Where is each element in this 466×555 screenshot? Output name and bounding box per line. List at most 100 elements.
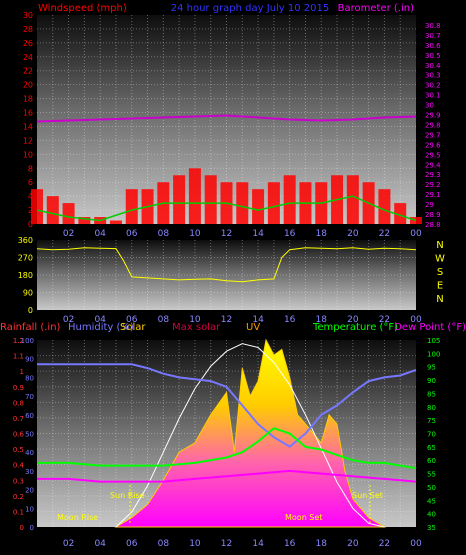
direction-tick: 0: [28, 306, 33, 315]
direction-ticks: 360 270 180 90 0: [18, 236, 33, 315]
panel3-x-ticks: 02 04 06 08 10 12 14 16 18 20 22 00: [63, 539, 422, 549]
wind-direction-line: [36, 247, 417, 283]
barometer-tick: 29: [425, 201, 434, 209]
compass-label: W: [435, 254, 445, 265]
x-tick-label: 14: [252, 539, 264, 549]
barometer-tick: 30.5: [425, 52, 441, 60]
barometer-tick: 29.8: [425, 121, 441, 129]
windspeed-tick: 10: [23, 150, 33, 159]
x-tick-label: 04: [94, 229, 106, 239]
x-tick-label: 06: [126, 315, 138, 325]
windspeed-tick: 4: [28, 192, 33, 201]
direction-tick: 180: [18, 271, 33, 280]
compass-label: S: [437, 267, 443, 278]
barometer-tick: 29.7: [425, 131, 441, 139]
humidity-tick: 30: [25, 468, 34, 476]
panel1-title: 24 hour graph day July 10 2015: [171, 3, 330, 14]
barometer-tick: 30: [425, 102, 434, 110]
panel2-series: [36, 247, 417, 283]
wind-gust-line: [36, 195, 417, 222]
rainfall-tick: 0: [20, 524, 24, 532]
rainfall-tick: 0.5: [13, 446, 24, 454]
barometer-tick: 30.6: [425, 42, 441, 50]
windspeed-tick: 24: [23, 53, 33, 62]
temperature-tick: 95: [427, 364, 436, 372]
windspeed-tick: 12: [23, 136, 33, 145]
barometer-tick: 29.1: [425, 191, 441, 199]
x-tick-label: 22: [379, 315, 390, 325]
x-tick-label: 10: [189, 229, 201, 239]
windspeed-bar: [252, 189, 265, 224]
uv-label: UV: [246, 322, 260, 333]
rainfall-tick: 0.9: [13, 384, 24, 392]
barometer-tick: 30.2: [425, 82, 441, 90]
x-tick-label: 04: [94, 315, 106, 325]
x-tick-label: 08: [158, 229, 170, 239]
temperature-tick: 85: [427, 390, 436, 398]
x-tick-label: 10: [189, 539, 201, 549]
rainfall-tick: 0.1: [13, 508, 24, 516]
x-tick-label: 14: [252, 229, 264, 239]
temperature-tick: 35: [427, 524, 436, 532]
direction-tick: 270: [18, 254, 33, 263]
windspeed-bar: [62, 203, 75, 224]
windspeed-bar: [283, 175, 296, 224]
x-tick-label: 22: [379, 229, 390, 239]
humidity-label: Humidity (%): [68, 322, 134, 333]
rainfall-tick: 0.2: [13, 493, 24, 501]
max-solar-line: [115, 343, 385, 528]
x-tick-label: 02: [63, 315, 74, 325]
x-tick-label: 00: [410, 539, 422, 549]
temperature-tick: 80: [427, 404, 436, 412]
temperature-tick: 50: [427, 484, 436, 492]
windspeed-tick: 30: [23, 11, 33, 20]
temperature-tick: 60: [427, 457, 436, 465]
rainfall-tick: 1: [20, 368, 24, 376]
x-tick-label: 16: [284, 229, 296, 239]
rainfall-tick: 0.3: [13, 477, 24, 485]
windspeed-axis-title: Windspeed (mph): [38, 3, 127, 14]
x-tick-label: 08: [158, 315, 170, 325]
windspeed-bar: [267, 182, 280, 224]
barometer-tick: 29.9: [425, 112, 441, 120]
max-solar-label: Max solar: [172, 322, 221, 333]
rainfall-ticks: 0 0.1 0.2 0.3 0.4 0.5 0.6 0.7 0.8 0.9 1 1.1 1.2: [13, 337, 25, 532]
x-tick-label: 02: [63, 539, 74, 549]
moonset-label: Moon Set: [285, 513, 322, 522]
barometer-line: [36, 114, 417, 123]
rainfall-label: Rainfall (.in): [0, 322, 61, 333]
dewpoint-label: Dew Point (°F): [394, 322, 466, 333]
barometer-tick: 29.6: [425, 141, 441, 149]
windspeed-bar: [410, 217, 422, 224]
temperature-line: [37, 427, 417, 470]
windspeed-tick: 0: [28, 220, 33, 229]
windspeed-bar: [346, 175, 359, 224]
direction-tick: 360: [18, 236, 33, 245]
barometer-tick: 30.7: [425, 32, 441, 40]
windspeed-tick: 20: [23, 81, 33, 90]
x-tick-label: 20: [347, 229, 359, 239]
x-tick-label: 14: [252, 315, 264, 325]
windspeed-bar: [125, 189, 138, 224]
compass-label: N: [436, 294, 443, 305]
windspeed-tick: 16: [23, 109, 33, 118]
barometer-tick: 29.4: [425, 161, 441, 169]
windspeed-bar: [109, 220, 122, 224]
temperature-tick: 90: [427, 377, 436, 385]
temperature-tick: 70: [427, 431, 436, 439]
temperature-tick: 55: [427, 471, 436, 479]
x-tick-label: 20: [347, 315, 359, 325]
x-tick-label: 16: [284, 539, 296, 549]
x-tick-label: 04: [94, 539, 106, 549]
humidity-tick: 10: [25, 505, 34, 513]
windspeed-tick: 14: [23, 122, 33, 131]
panel2-background: [37, 240, 416, 310]
windspeed-bar: [378, 189, 391, 224]
humidity-tick: 20: [25, 487, 34, 495]
windspeed-tick: 2: [28, 206, 33, 215]
windspeed-tick: 28: [23, 25, 33, 34]
